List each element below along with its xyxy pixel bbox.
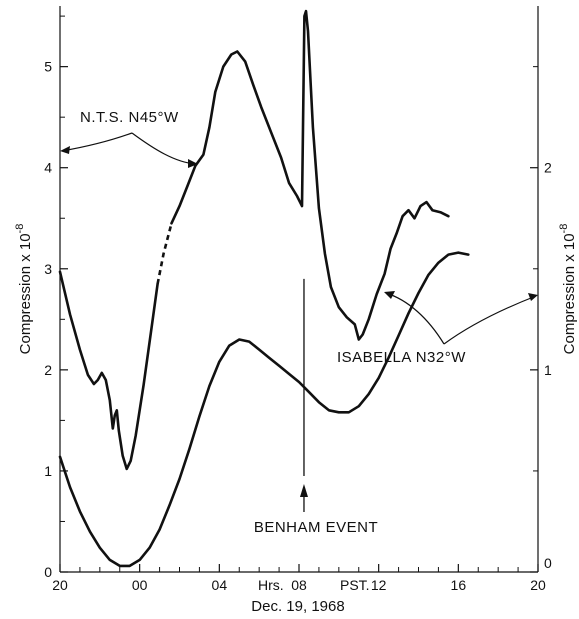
y-left-tick-label: 3 [44,261,52,277]
y-right-tick-label: 1 [544,362,552,378]
nts-leader-left-arrow [60,146,70,154]
isabella-leader-left-arrow [384,291,395,299]
left-tick-labels: 0 1 2 3 4 5 [44,59,52,580]
x-tick-label: 00 [132,577,148,593]
x-ticks [59,564,539,572]
y-left-tick-label: 1 [44,463,52,479]
x-mid-labels: Hrs. PST. [258,577,370,593]
x-tick-label: 20 [530,577,546,593]
series-nts-line-part-1 [58,270,159,471]
x-label-hrs: Hrs. [258,577,284,593]
y-right-tick-label: 0 [544,555,552,571]
plot-frame [59,6,539,573]
series-nts-dashed-segment [156,222,173,285]
y-left-title-exp: -8 [14,224,26,234]
x-tick-labels: 20 00 04 08 12 16 20 [52,577,546,593]
x-tick-label: 04 [212,577,228,593]
isabella-leader-right [443,295,537,345]
y-left-tick-label: 5 [44,59,52,75]
y-right-title-exp: -8 [558,224,570,234]
y-left-title: Compression x 10-8 [14,224,34,355]
y-left-title-text: Compression x 10 [17,233,34,354]
y-left-tick-label: 2 [44,362,52,378]
y-right-title-text: Compression x 10 [561,233,578,354]
series-nts-line-part-2 [170,9,450,341]
x-tick-label: 12 [371,577,387,593]
right-ticks [530,66,538,573]
benham-event-label: BENHAM EVENT [254,519,378,536]
svg-text:Compression x 10-8: Compression x 10-8 [14,224,34,355]
y-left-tick-label: 0 [44,564,52,580]
svg-text:Compression x 10-8: Compression x 10-8 [558,224,578,355]
curves [58,9,470,568]
x-tick-label: 20 [52,577,68,593]
nts-annotation-label: N.T.S. N45°W [80,109,179,126]
x-tick-label: 08 [291,577,307,593]
nts-leader-right [131,132,196,165]
x-label-pst: PST. [340,577,370,593]
nts-leader-right-arrow [188,159,198,168]
x-axis-title: Dec. 19, 1968 [251,598,344,615]
isabella-leader-right-arrow [528,293,538,301]
series-isabella-line [58,251,470,568]
nts-leader-left [61,132,133,152]
isabella-annotation-label: ISABELLA N32°W [337,349,466,366]
x-tick-label: 16 [451,577,467,593]
y-left-tick-label: 4 [44,160,52,176]
benham-event-arrow-head [299,484,308,497]
y-right-title: Compression x 10-8 [558,224,578,355]
y-right-tick-label: 2 [544,160,552,176]
right-tick-labels: 0 1 2 [544,160,552,571]
